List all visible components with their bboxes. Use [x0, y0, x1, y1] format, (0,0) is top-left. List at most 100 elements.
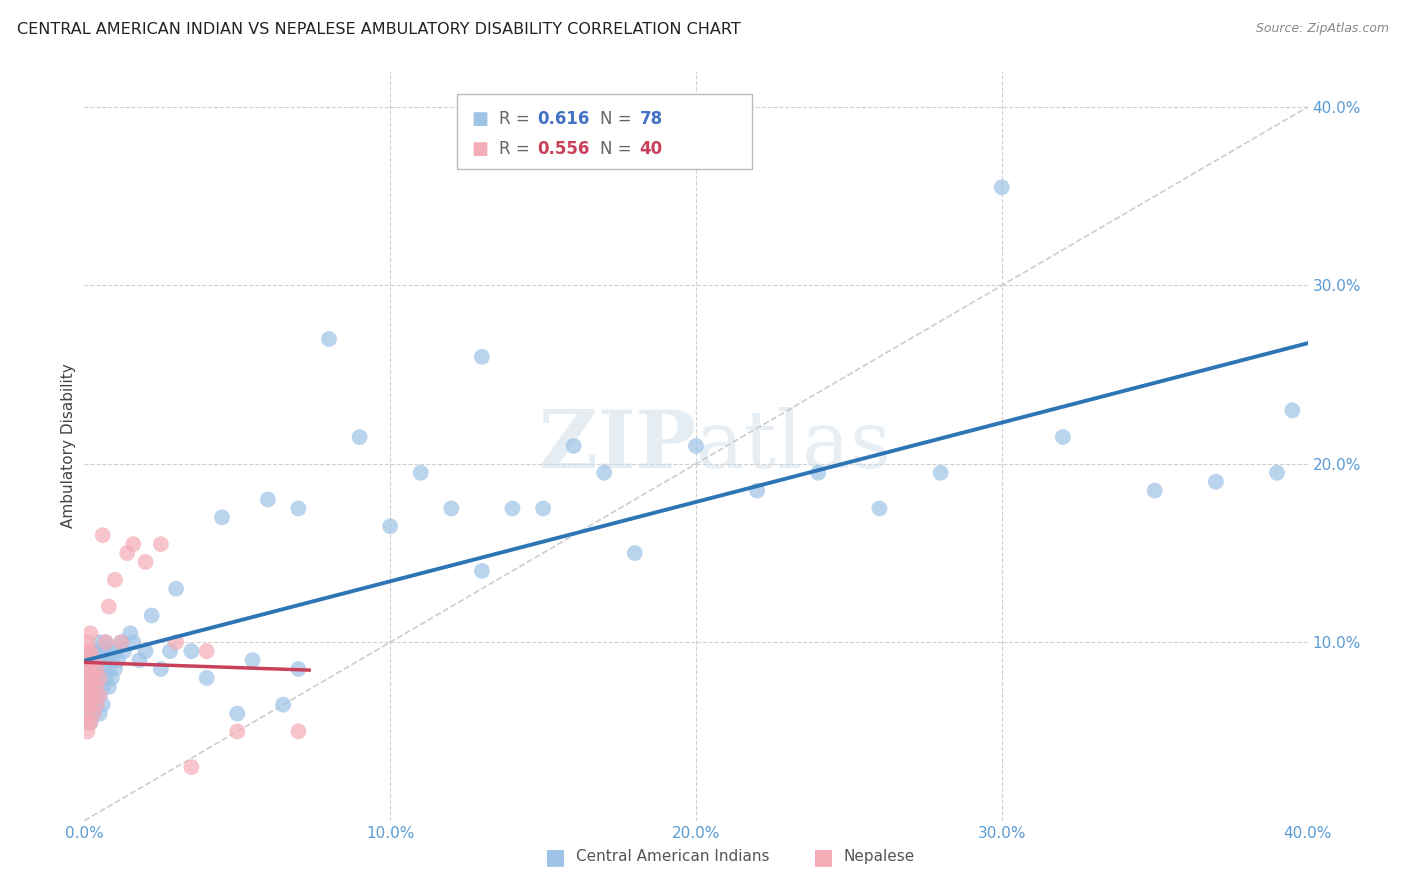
- Text: ■: ■: [471, 140, 488, 158]
- Point: [128, 653, 150, 667]
- Point: [159, 644, 181, 658]
- Point: [89, 653, 111, 667]
- Point: [76, 706, 98, 721]
- Point: [271, 698, 294, 712]
- Point: [86, 680, 108, 694]
- Text: 0.556: 0.556: [537, 140, 589, 158]
- Point: [83, 689, 105, 703]
- Point: [79, 626, 101, 640]
- Point: [83, 706, 105, 721]
- Point: [91, 644, 114, 658]
- Point: [180, 760, 202, 774]
- Point: [141, 608, 163, 623]
- Point: [76, 724, 98, 739]
- Point: [89, 689, 111, 703]
- Point: [242, 653, 264, 667]
- Point: [76, 644, 98, 658]
- Text: ■: ■: [471, 110, 488, 128]
- Point: [79, 644, 101, 658]
- Point: [76, 706, 98, 721]
- Point: [440, 501, 463, 516]
- Point: [180, 644, 202, 658]
- Point: [91, 662, 114, 676]
- Point: [79, 662, 101, 676]
- Text: ■: ■: [814, 847, 834, 867]
- Point: [76, 653, 98, 667]
- Point: [76, 680, 98, 694]
- Point: [110, 635, 132, 649]
- Point: [86, 662, 108, 676]
- Text: N =: N =: [600, 110, 637, 128]
- Text: R =: R =: [499, 140, 536, 158]
- Text: R =: R =: [499, 110, 536, 128]
- Point: [97, 680, 120, 694]
- Point: [91, 680, 114, 694]
- Point: [165, 635, 187, 649]
- Text: 40: 40: [640, 140, 662, 158]
- Point: [91, 698, 114, 712]
- Point: [89, 689, 111, 703]
- Point: [562, 439, 585, 453]
- Point: [1052, 430, 1074, 444]
- Point: [91, 528, 114, 542]
- Point: [89, 671, 111, 685]
- Point: [122, 537, 145, 551]
- Point: [83, 653, 105, 667]
- Point: [76, 671, 98, 685]
- Point: [83, 671, 105, 685]
- Point: [226, 706, 249, 721]
- Point: [79, 698, 101, 712]
- Point: [991, 180, 1014, 194]
- Y-axis label: Ambulatory Disability: Ambulatory Disability: [60, 364, 76, 528]
- Text: 0.616: 0.616: [537, 110, 589, 128]
- Point: [869, 501, 891, 516]
- Point: [195, 644, 218, 658]
- Point: [83, 653, 105, 667]
- Point: [287, 724, 309, 739]
- Point: [318, 332, 340, 346]
- Point: [94, 635, 117, 649]
- Point: [83, 671, 105, 685]
- Point: [380, 519, 402, 533]
- Point: [94, 635, 117, 649]
- Text: CENTRAL AMERICAN INDIAN VS NEPALESE AMBULATORY DISABILITY CORRELATION CHART: CENTRAL AMERICAN INDIAN VS NEPALESE AMBU…: [17, 22, 741, 37]
- Point: [685, 439, 707, 453]
- Point: [120, 626, 142, 640]
- Point: [79, 680, 101, 694]
- Point: [97, 662, 120, 676]
- Text: ■: ■: [546, 847, 565, 867]
- Point: [747, 483, 769, 498]
- Point: [135, 644, 157, 658]
- Point: [107, 653, 129, 667]
- Point: [76, 698, 98, 712]
- Point: [76, 715, 98, 730]
- Point: [624, 546, 647, 560]
- Point: [1143, 483, 1166, 498]
- Point: [97, 644, 120, 658]
- Point: [807, 466, 830, 480]
- Point: [226, 724, 249, 739]
- Point: [94, 653, 117, 667]
- Point: [287, 501, 309, 516]
- Point: [149, 537, 172, 551]
- Point: [287, 662, 309, 676]
- Point: [471, 564, 494, 578]
- Point: [83, 644, 105, 658]
- Point: [110, 635, 132, 649]
- Text: Central American Indians: Central American Indians: [576, 849, 770, 864]
- Point: [195, 671, 218, 685]
- Point: [79, 662, 101, 676]
- Point: [471, 350, 494, 364]
- Point: [76, 671, 98, 685]
- Point: [79, 715, 101, 730]
- Point: [122, 635, 145, 649]
- Text: atlas: atlas: [696, 407, 891, 485]
- Point: [76, 689, 98, 703]
- Point: [104, 573, 127, 587]
- Point: [89, 671, 111, 685]
- Point: [86, 644, 108, 658]
- Point: [531, 501, 554, 516]
- Text: Nepalese: Nepalese: [844, 849, 915, 864]
- Point: [97, 599, 120, 614]
- Point: [1205, 475, 1227, 489]
